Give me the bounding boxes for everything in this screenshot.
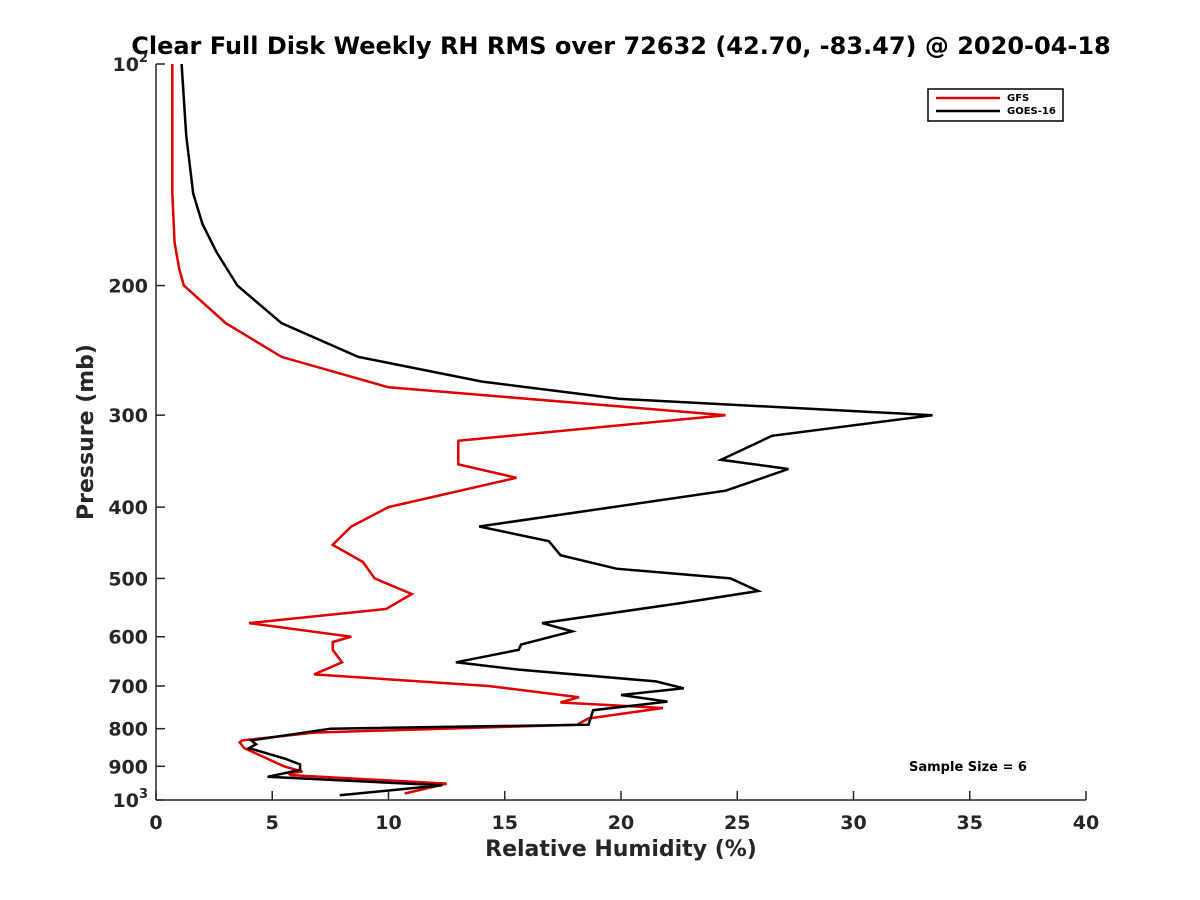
y-tick-label: 900 (108, 756, 148, 778)
x-tick-label: 25 (724, 812, 750, 834)
y-ticks: 102 200 300 400 500 600 700 800 900 103 (108, 51, 165, 812)
y-axis-label: Pressure (mb) (74, 344, 99, 520)
plot-area (155, 64, 1086, 801)
x-tick-label: 40 (1073, 812, 1099, 834)
y-tick-label: 800 (108, 719, 148, 741)
x-tick-label: 15 (492, 812, 518, 834)
y-tick-label: 102 (113, 51, 149, 76)
y-tick-label: 400 (108, 497, 148, 519)
legend: GFS GOES-16 (927, 88, 1064, 122)
y-tick-label: 700 (108, 676, 148, 698)
x-tick-label: 30 (840, 812, 866, 834)
sample-size-annotation: Sample Size = 6 (909, 760, 1027, 775)
series-line-gfs (171, 64, 726, 795)
x-ticks: 0 5 10 15 20 25 30 35 40 (149, 791, 1099, 834)
y-tick-label: 300 (108, 405, 148, 427)
y-tick-label: 200 (108, 276, 148, 298)
x-tick-label: 35 (957, 812, 983, 834)
legend-label-goes16: GOES-16 (1007, 106, 1056, 117)
x-tick-label: 10 (375, 812, 401, 834)
x-tick-label: 20 (608, 812, 634, 834)
x-axis-label: Relative Humidity (%) (485, 837, 757, 862)
x-tick-label: 0 (149, 812, 162, 834)
series-line-goes16 (180, 63, 933, 797)
x-tick-label: 5 (266, 812, 279, 834)
legend-box (927, 88, 1064, 122)
y-tick-label: 103 (113, 787, 149, 812)
y-tick-label: 600 (108, 627, 148, 649)
legend-label-gfs: GFS (1007, 93, 1029, 104)
series-layer (171, 63, 933, 797)
y-tick-label: 500 (108, 568, 148, 590)
chart-title: Clear Full Disk Weekly RH RMS over 72632… (131, 32, 1111, 60)
